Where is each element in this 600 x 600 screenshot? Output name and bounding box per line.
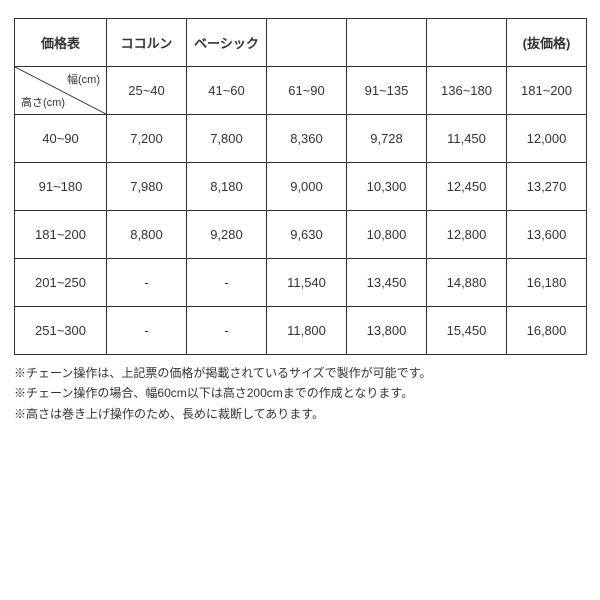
price-cell: 12,800 bbox=[427, 211, 507, 259]
note-line: ※チェーン操作は、上記票の価格が掲載されているサイズで製作が可能です。 bbox=[14, 363, 586, 383]
note-line: ※高さは巻き上げ操作のため、長めに裁断してあります。 bbox=[14, 404, 586, 424]
height-range: 91~180 bbox=[15, 163, 107, 211]
header-row-2: 幅(cm) 高さ(cm) 25~40 41~60 61~90 91~135 13… bbox=[15, 67, 587, 115]
notes-block: ※チェーン操作は、上記票の価格が掲載されているサイズで製作が可能です。 ※チェー… bbox=[14, 363, 586, 424]
price-cell: 10,300 bbox=[347, 163, 427, 211]
price-cell: 13,800 bbox=[347, 307, 427, 355]
price-cell: - bbox=[187, 307, 267, 355]
price-cell: 10,800 bbox=[347, 211, 427, 259]
header-row-1: 価格表 ココルン ベーシック (抜価格) bbox=[15, 19, 587, 67]
price-cell: - bbox=[107, 307, 187, 355]
price-cell: 13,600 bbox=[507, 211, 587, 259]
height-axis-label: 高さ(cm) bbox=[21, 94, 65, 110]
height-range: 201~250 bbox=[15, 259, 107, 307]
price-cell: 8,180 bbox=[187, 163, 267, 211]
price-cell: 11,450 bbox=[427, 115, 507, 163]
tax-note: (抜価格) bbox=[507, 19, 587, 67]
header-blank bbox=[347, 19, 427, 67]
height-range: 251~300 bbox=[15, 307, 107, 355]
price-table: 価格表 ココルン ベーシック (抜価格) 幅(cm) 高さ(cm) 25~40 … bbox=[14, 18, 587, 355]
price-cell: - bbox=[187, 259, 267, 307]
price-cell: 12,450 bbox=[427, 163, 507, 211]
header-blank bbox=[267, 19, 347, 67]
price-cell: 12,000 bbox=[507, 115, 587, 163]
price-cell: 16,180 bbox=[507, 259, 587, 307]
price-cell: 14,880 bbox=[427, 259, 507, 307]
table-row: 40~90 7,200 7,800 8,360 9,728 11,450 12,… bbox=[15, 115, 587, 163]
width-range: 41~60 bbox=[187, 67, 267, 115]
table-title: 価格表 bbox=[15, 19, 107, 67]
axis-cell: 幅(cm) 高さ(cm) bbox=[15, 67, 107, 115]
price-cell: 15,450 bbox=[427, 307, 507, 355]
note-line: ※チェーン操作の場合、幅60cm以下は高さ200cmまでの作成となります。 bbox=[14, 383, 586, 403]
price-cell: 13,270 bbox=[507, 163, 587, 211]
width-range: 181~200 bbox=[507, 67, 587, 115]
price-cell: 8,360 bbox=[267, 115, 347, 163]
price-cell: 9,280 bbox=[187, 211, 267, 259]
width-range: 91~135 bbox=[347, 67, 427, 115]
table-row: 201~250 - - 11,540 13,450 14,880 16,180 bbox=[15, 259, 587, 307]
price-cell: 8,800 bbox=[107, 211, 187, 259]
price-cell: 16,800 bbox=[507, 307, 587, 355]
price-cell: 7,800 bbox=[187, 115, 267, 163]
table-row: 91~180 7,980 8,180 9,000 10,300 12,450 1… bbox=[15, 163, 587, 211]
price-cell: 9,000 bbox=[267, 163, 347, 211]
price-cell: 13,450 bbox=[347, 259, 427, 307]
height-range: 40~90 bbox=[15, 115, 107, 163]
price-cell: 11,800 bbox=[267, 307, 347, 355]
width-range: 61~90 bbox=[267, 67, 347, 115]
price-cell: - bbox=[107, 259, 187, 307]
table-row: 181~200 8,800 9,280 9,630 10,800 12,800 … bbox=[15, 211, 587, 259]
subtitle-1: ココルン bbox=[107, 19, 187, 67]
price-cell: 9,728 bbox=[347, 115, 427, 163]
subtitle-2: ベーシック bbox=[187, 19, 267, 67]
table-row: 251~300 - - 11,800 13,800 15,450 16,800 bbox=[15, 307, 587, 355]
width-axis-label: 幅(cm) bbox=[67, 71, 100, 87]
price-cell: 9,630 bbox=[267, 211, 347, 259]
width-range: 25~40 bbox=[107, 67, 187, 115]
price-cell: 7,200 bbox=[107, 115, 187, 163]
header-blank bbox=[427, 19, 507, 67]
price-cell: 11,540 bbox=[267, 259, 347, 307]
price-cell: 7,980 bbox=[107, 163, 187, 211]
width-range: 136~180 bbox=[427, 67, 507, 115]
height-range: 181~200 bbox=[15, 211, 107, 259]
